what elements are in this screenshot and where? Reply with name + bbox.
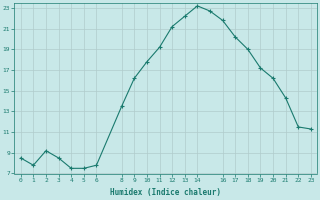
X-axis label: Humidex (Indice chaleur): Humidex (Indice chaleur)	[110, 188, 221, 197]
